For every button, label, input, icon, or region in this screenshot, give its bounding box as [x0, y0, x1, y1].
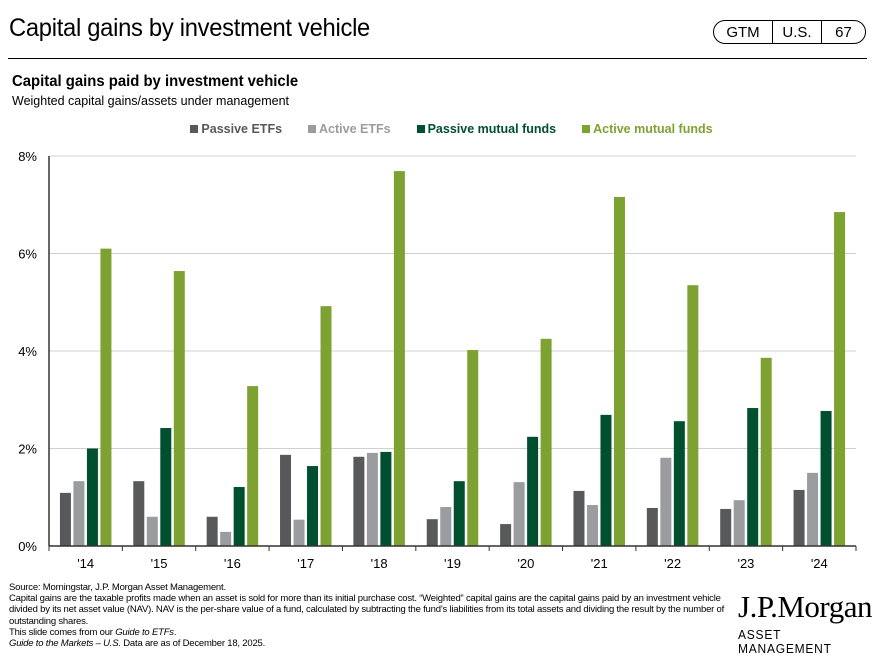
- bar-passive-mutual-funds: [453, 481, 465, 546]
- guide-to-etfs-ref: Guide to ETFs: [115, 626, 174, 638]
- bar-passive-etfs: [206, 516, 218, 546]
- definition-note: Capital gains are the taxable profits ma…: [9, 593, 725, 627]
- x-tick-label: '16: [224, 556, 241, 571]
- bar-passive-mutual-funds: [86, 448, 98, 546]
- y-tick-label: 2%: [18, 442, 37, 457]
- bar-passive-etfs: [426, 519, 438, 546]
- bar-active-etfs: [73, 481, 85, 546]
- bar-passive-etfs: [353, 456, 365, 546]
- legend-item: Active mutual funds: [582, 122, 713, 136]
- legend-label: Active ETFs: [319, 122, 391, 136]
- legend-swatch: [308, 125, 317, 133]
- bar-active-etfs: [146, 516, 158, 546]
- bar-chart: 0% 2% 4% 6% 8% '14 '15 '16 '17 '18 '19 '20 '21 '22 '23…: [18, 149, 857, 571]
- legend-swatch: [582, 125, 591, 133]
- slide-origin-note: This slide comes from our Guide to ETFs.: [9, 626, 177, 638]
- bar-passive-mutual-funds: [673, 421, 685, 546]
- legend-label: Passive ETFs: [201, 122, 283, 136]
- x-tick-label: '19: [444, 556, 461, 571]
- bar-active-mutual-funds: [613, 196, 625, 546]
- legend-swatch: [416, 125, 425, 133]
- legend-label: Active mutual funds: [593, 122, 713, 136]
- legend-item: Active ETFs: [308, 122, 391, 136]
- bar-active-mutual-funds: [540, 338, 552, 546]
- y-tick-label: 8%: [18, 149, 37, 164]
- bar-passive-mutual-funds: [307, 466, 319, 546]
- jpmorgan-logo: J.P.Morgan ASSET MANAGEMENT: [738, 589, 883, 656]
- x-tick-label: '22: [664, 556, 681, 571]
- bar-passive-mutual-funds: [820, 410, 832, 546]
- header-divider: [8, 58, 867, 59]
- bar-active-mutual-funds: [760, 357, 772, 546]
- bar-passive-etfs: [793, 489, 805, 546]
- bar-active-mutual-funds: [834, 212, 846, 546]
- legend-label: Passive mutual funds: [427, 122, 557, 136]
- chart-legend: Passive ETFs Active ETFs Passive mutual fu…: [0, 122, 883, 136]
- bar-passive-mutual-funds: [380, 451, 392, 546]
- bar-active-etfs: [220, 531, 232, 546]
- chart-title: Capital gains paid by investment vehicle: [12, 73, 299, 90]
- legend-item: Passive mutual funds: [416, 122, 557, 136]
- bar-passive-mutual-funds: [600, 414, 612, 546]
- bar-active-mutual-funds: [467, 350, 479, 546]
- bar-passive-etfs: [133, 481, 145, 546]
- bar-passive-etfs: [59, 492, 71, 546]
- bar-active-mutual-funds: [687, 285, 699, 546]
- bar-passive-etfs: [720, 508, 732, 546]
- chart-subtitle: Weighted capital gains/assets under mana…: [12, 94, 290, 108]
- badge-region: U.S.: [773, 21, 822, 43]
- badge-section: GTM: [714, 21, 773, 43]
- bar-active-mutual-funds: [393, 171, 405, 547]
- y-tick-label: 6%: [18, 247, 37, 262]
- bar-active-mutual-funds: [320, 306, 332, 546]
- y-tick-label: 0%: [18, 539, 37, 554]
- gtm-ref: Guide to the Markets – U.S.: [9, 638, 121, 650]
- bar-active-mutual-funds: [100, 248, 112, 546]
- x-tick-label: '14: [77, 556, 94, 571]
- bar-active-mutual-funds: [247, 386, 259, 546]
- bar-passive-etfs: [646, 507, 658, 546]
- logo-tagline: ASSET MANAGEMENT: [738, 628, 832, 656]
- bar-passive-mutual-funds: [160, 428, 172, 546]
- bar-active-etfs: [807, 472, 819, 546]
- badge-page-number: 67: [835, 23, 852, 41]
- data-date-note: Guide to the Markets – U.S. Data are as …: [9, 638, 266, 650]
- bar-passive-etfs: [500, 524, 512, 546]
- x-tick-label: '21: [591, 556, 608, 571]
- bar-active-etfs: [513, 482, 525, 546]
- logo-wordmark: J.P.Morgan: [738, 589, 872, 624]
- bar-passive-etfs: [573, 490, 585, 546]
- legend-swatch: [190, 125, 199, 133]
- bar-passive-mutual-funds: [747, 408, 759, 546]
- x-tick-label: '23: [737, 556, 754, 571]
- slide-badge: GTM U.S. 67: [713, 20, 866, 44]
- x-tick-label: '17: [297, 556, 314, 571]
- x-tick-label: '24: [811, 556, 828, 571]
- bar-active-etfs: [366, 452, 378, 546]
- y-tick-label: 4%: [18, 344, 37, 359]
- bar-active-etfs: [293, 519, 305, 546]
- bar-active-etfs: [660, 457, 672, 546]
- bar-active-etfs: [586, 505, 598, 546]
- x-tick-label: '18: [371, 556, 388, 571]
- page-title: Capital gains by investment vehicle: [9, 14, 370, 42]
- bar-passive-etfs: [280, 454, 292, 546]
- bar-passive-mutual-funds: [233, 487, 245, 546]
- bar-active-etfs: [440, 507, 452, 546]
- legend-item: Passive ETFs: [190, 122, 282, 136]
- bar-active-etfs: [733, 500, 745, 546]
- x-tick-label: '20: [517, 556, 534, 571]
- bar-active-mutual-funds: [173, 271, 185, 546]
- bar-passive-mutual-funds: [527, 436, 539, 546]
- source-note: Source: Morningstar, J.P. Morgan Asset M…: [9, 582, 226, 593]
- footnotes: Source: Morningstar, J.P. Morgan Asset M…: [9, 582, 729, 649]
- x-tick-label: '15: [151, 556, 168, 571]
